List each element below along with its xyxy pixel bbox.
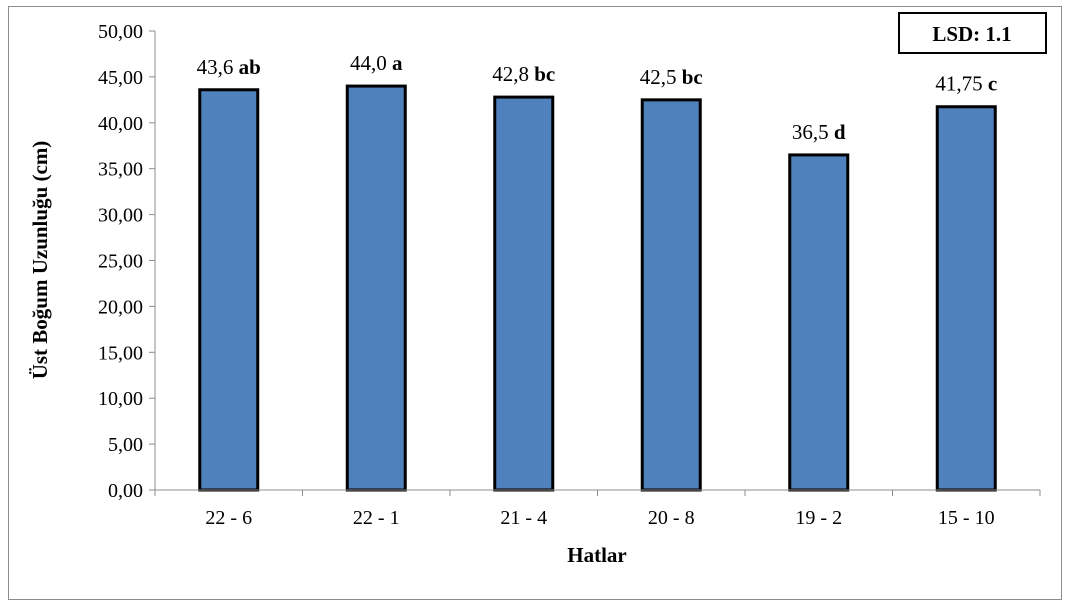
x-axis-ticks: 22 - 6 22 - 1 21 - 4 20 - 8 19 - 2 15 - 10 <box>154 490 1041 529</box>
y-tick-label: 40,00 <box>98 113 143 135</box>
x-tick-label: 20 - 8 <box>648 507 695 529</box>
y-axis-title: Üst Boğum Uzunluğu (cm) <box>28 141 52 380</box>
x-tick-label: 15 - 10 <box>938 507 995 529</box>
y-tick-label: 30,00 <box>98 205 143 227</box>
x-tick-label: 22 - 6 <box>205 507 252 529</box>
data-label-value: 36,5 <box>792 120 834 144</box>
bar <box>788 153 850 492</box>
x-axis-title: Hatlar <box>567 543 626 567</box>
y-tick-label: 5,00 <box>108 434 143 456</box>
lsd-annotation: LSD: 1.1 <box>898 12 1047 54</box>
bar <box>640 98 702 492</box>
data-label-value: 42,5 <box>640 65 682 89</box>
bar <box>493 95 555 492</box>
y-axis-ticks: 0,00 5,00 10,00 15,00 20,00 25,00 30,00 35,00 40… <box>98 21 155 502</box>
y-tick-label: 50,00 <box>98 21 143 43</box>
y-tick-label: 35,00 <box>98 159 143 181</box>
data-label-value: 41,75 <box>935 72 988 96</box>
data-label-group: d <box>834 120 846 144</box>
x-tick-label: 21 - 4 <box>500 507 547 529</box>
data-label-group: c <box>988 72 997 96</box>
data-label: 44,0 a <box>350 51 403 75</box>
y-tick-label: 10,00 <box>98 388 143 410</box>
y-tick-label: 25,00 <box>98 251 143 273</box>
data-label: 42,5 bc <box>640 65 703 89</box>
y-tick-label: 45,00 <box>98 67 143 89</box>
data-label-value: 42,8 <box>492 62 534 86</box>
y-tick-label: 20,00 <box>98 296 143 318</box>
y-tick-label: 0,00 <box>108 480 143 502</box>
y-tick-label: 15,00 <box>98 342 143 364</box>
lsd-box <box>898 12 1047 54</box>
bar <box>345 84 407 492</box>
data-label-group: bc <box>534 62 555 86</box>
lsd-text: LSD: 1.1 <box>932 22 1011 46</box>
data-label: 43,6 ab <box>197 55 261 79</box>
bars <box>198 84 997 492</box>
data-label: 36,5 d <box>792 120 846 144</box>
x-tick-label: 19 - 2 <box>795 507 842 529</box>
bar <box>935 105 997 492</box>
data-label-value: 43,6 <box>197 55 239 79</box>
data-label-group: a <box>392 51 403 75</box>
x-tick-label: 22 - 1 <box>353 507 400 529</box>
data-label: 41,75 c <box>935 72 997 96</box>
data-label-group: ab <box>239 55 261 79</box>
data-label-value: 44,0 <box>350 51 392 75</box>
data-label-group: bc <box>682 65 703 89</box>
bar <box>198 88 260 492</box>
data-label: 42,8 bc <box>492 62 555 86</box>
